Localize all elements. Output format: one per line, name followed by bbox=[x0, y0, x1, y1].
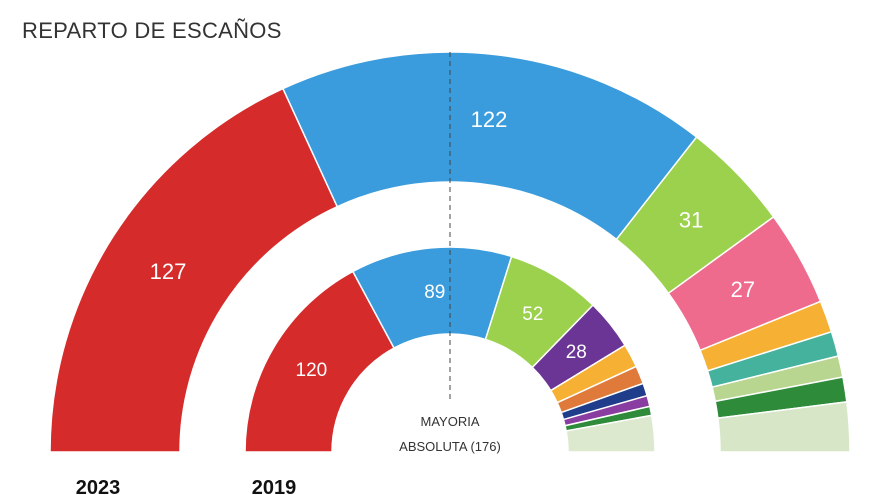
seat-label-2019-0: 120 bbox=[296, 360, 328, 381]
seat-label-2023-1: 122 bbox=[471, 107, 508, 132]
seat-segment-2019-9 bbox=[565, 414, 656, 453]
seat-segment-2023-0 bbox=[49, 87, 339, 453]
seat-label-2023-2: 31 bbox=[679, 207, 703, 232]
year-label-2019: 2019 bbox=[252, 477, 297, 495]
chart-title: REPARTO DE ESCAÑOS bbox=[22, 18, 282, 43]
ring-2019: 120 89 52 28 bbox=[244, 246, 656, 453]
majority-label-line1: MAYORIA bbox=[421, 414, 480, 429]
seat-label-2019-3: 28 bbox=[566, 342, 587, 363]
seat-label-2023-0: 127 bbox=[150, 259, 187, 284]
seat-label-2023-3: 27 bbox=[731, 277, 755, 302]
ring-2023: 127 122 31 27 bbox=[49, 51, 851, 453]
seat-segment-2023-8 bbox=[717, 401, 851, 453]
seat-label-2019-2: 52 bbox=[522, 304, 543, 325]
majority-label-line2: ABSOLUTA (176) bbox=[399, 439, 501, 454]
seat-segment-2023-1 bbox=[281, 51, 698, 241]
year-label-2023: 2023 bbox=[76, 477, 121, 495]
seat-label-2019-1: 89 bbox=[424, 282, 445, 303]
